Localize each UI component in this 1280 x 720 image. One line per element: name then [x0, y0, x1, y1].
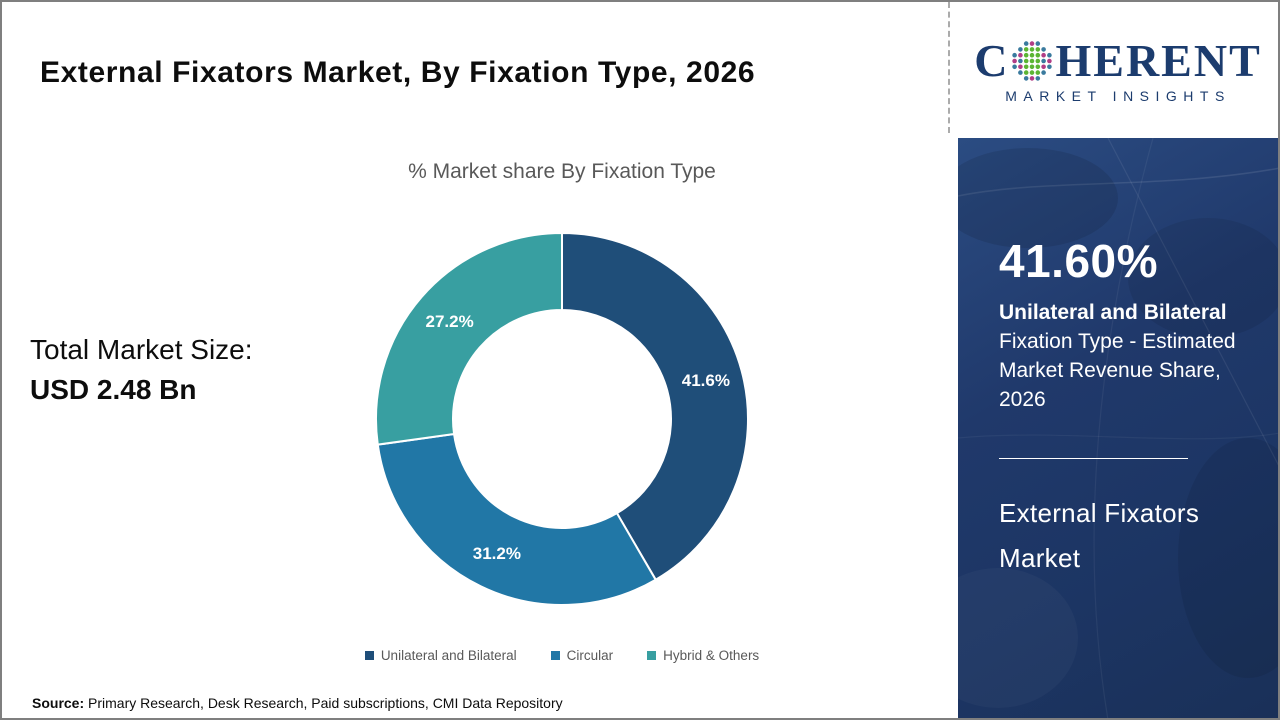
legend-label: Circular: [566, 648, 614, 663]
coherent-logo: C HERENT MARKET INSIGHTS: [958, 2, 1278, 133]
slice-label: 31.2%: [473, 544, 521, 563]
legend-item: Hybrid & Others: [647, 648, 759, 663]
total-market-size: Total Market Size: USD 2.48 Bn: [30, 330, 253, 410]
legend-swatch-icon: [364, 651, 374, 660]
panel-divider: [999, 458, 1188, 459]
donut-slice: [376, 432, 658, 606]
slice-label: 41.6%: [682, 371, 730, 390]
highlight-stat-segment: Unilateral and Bilateral: [999, 301, 1227, 324]
page-title: External Fixators Market, By Fixation Ty…: [40, 56, 756, 90]
side-panel: 41.60% Unilateral and Bilateral Fixation…: [958, 138, 1278, 718]
coherent-logo-globe-icon: [1012, 40, 1053, 81]
legend-label: Unilateral and Bilateral: [380, 648, 517, 663]
donut-slice: [561, 231, 749, 582]
highlight-stat-value: 41.60%: [999, 235, 1159, 287]
highlight-stat-description: Unilateral and Bilateral Fixation Type -…: [999, 298, 1251, 414]
logo-letters-herent: HERENT: [1055, 34, 1262, 86]
source-text: Primary Research, Desk Research, Paid su…: [84, 695, 563, 711]
chart-legend: Unilateral and Bilateral Circular Hybrid &…: [172, 648, 952, 663]
chart-title: % Market share By Fixation Type: [408, 160, 716, 183]
total-market-size-value: USD 2.48 Bn: [30, 374, 197, 405]
legend-swatch-icon: [550, 651, 560, 660]
world-map-texture: [958, 138, 1278, 718]
slice-label: 27.2%: [426, 312, 474, 331]
coherent-logo-wordmark: C HERENT: [974, 34, 1262, 86]
logo-letter-c: C: [974, 34, 1010, 86]
source-note: Source: Primary Research, Desk Research,…: [32, 695, 563, 711]
total-market-size-label: Total Market Size:: [30, 334, 253, 365]
legend-swatch-icon: [647, 651, 657, 660]
legend-label: Hybrid & Others: [663, 648, 760, 663]
logo-dashed-divider: [948, 2, 950, 133]
donut-chart: 41.6% 31.2% 27.2%: [375, 231, 749, 606]
legend-item: Unilateral and Bilateral: [364, 648, 517, 663]
panel-market-name: External Fixators Market: [999, 498, 1200, 573]
side-panel-content: 41.60% Unilateral and Bilateral Fixation…: [958, 234, 1278, 581]
source-label: Source:: [32, 695, 85, 711]
logo-subtitle: MARKET INSIGHTS: [1005, 87, 1231, 104]
highlight-stat-detail: Fixation Type - Estimated Market Revenue…: [999, 330, 1236, 411]
donut-slice: [375, 231, 563, 446]
legend-item: Circular: [550, 648, 614, 663]
